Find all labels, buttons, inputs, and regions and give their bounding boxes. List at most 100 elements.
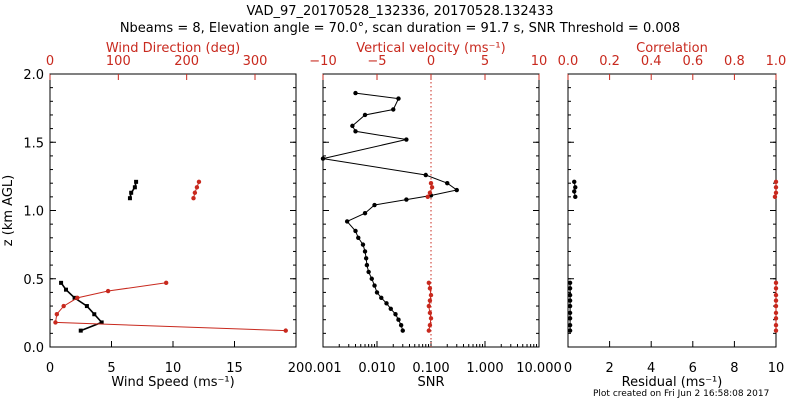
top-tick-label: 1.0: [766, 54, 787, 69]
data-point: [400, 328, 405, 333]
data-point: [393, 312, 398, 317]
data-point: [356, 235, 361, 240]
data-point: [425, 194, 430, 200]
bottom-tick-label: 15: [226, 361, 243, 376]
data-point: [573, 194, 578, 200]
top-tick-label: 5: [481, 54, 489, 69]
data-point: [427, 286, 433, 291]
data-point: [567, 298, 573, 303]
data-point: [59, 280, 64, 285]
y-tick-label: 1.5: [23, 136, 44, 151]
data-point: [364, 262, 370, 268]
data-point: [163, 280, 169, 286]
data-point: [772, 194, 778, 200]
data-point: [369, 276, 374, 281]
top-tick-label: 100: [106, 54, 131, 69]
data-point: [396, 96, 401, 101]
data-point: [320, 156, 326, 161]
bottom-tick-label: 8: [730, 361, 738, 376]
data-point: [773, 185, 779, 190]
plot-frame-3: [567, 73, 777, 348]
data-point: [427, 310, 433, 316]
data-point: [388, 306, 393, 311]
series-line: [54, 282, 286, 332]
data-point: [567, 286, 573, 291]
data-point: [362, 211, 368, 216]
data-point: [423, 172, 428, 178]
data-point: [134, 179, 139, 184]
data-point: [350, 123, 355, 129]
bottom-axis-label: SNR: [417, 375, 444, 390]
bottom-tick-label: 10.000: [516, 361, 562, 376]
data-point: [773, 190, 779, 195]
data-point: [366, 269, 371, 275]
data-point: [374, 290, 380, 295]
bottom-tick-label: 0: [564, 361, 572, 376]
data-point: [191, 196, 196, 201]
bottom-axis-label: Wind Speed (ms⁻¹): [111, 375, 234, 390]
data-point: [454, 187, 459, 193]
series-line: [193, 181, 200, 199]
data-point: [127, 196, 132, 201]
data-point: [372, 283, 377, 288]
data-point: [427, 298, 433, 303]
top-tick-label: 0.2: [599, 54, 620, 69]
bottom-tick-label: 6: [689, 361, 697, 376]
data-point: [384, 301, 389, 306]
top-tick-label: 0.6: [682, 54, 703, 69]
bottom-tick-label: 10: [165, 361, 182, 376]
data-point: [99, 320, 104, 325]
data-point: [362, 249, 368, 254]
data-point: [105, 288, 111, 294]
bottom-tick-label: 0.001: [304, 361, 341, 376]
top-tick-label: −5: [367, 54, 386, 69]
data-point: [567, 322, 573, 328]
data-point: [426, 280, 432, 286]
data-point: [567, 316, 573, 321]
data-point: [379, 295, 384, 301]
data-point: [427, 322, 433, 328]
data-point: [773, 298, 779, 303]
data-point: [84, 304, 89, 309]
bottom-tick-label: 10: [768, 361, 785, 376]
top-tick-label: 200: [174, 54, 199, 69]
data-point: [398, 322, 404, 328]
data-point: [54, 312, 60, 317]
data-point: [573, 185, 578, 190]
data-point: [194, 185, 200, 190]
bottom-tick-label: 1.000: [466, 361, 503, 376]
data-point: [372, 202, 377, 208]
data-point: [773, 310, 779, 316]
data-point: [353, 90, 358, 96]
data-point: [129, 190, 134, 195]
data-point: [773, 322, 779, 328]
data-point: [773, 280, 779, 286]
data-point: [428, 181, 434, 186]
figure-title-line2: Nbeams = 8, Elevation angle = 70.0°, sca…: [120, 21, 680, 36]
data-point: [427, 190, 433, 195]
y-tick-label: 1.0: [23, 205, 44, 220]
data-point: [567, 310, 573, 316]
data-point: [773, 179, 779, 185]
data-point: [567, 328, 573, 333]
data-point: [344, 219, 350, 224]
data-point: [92, 312, 97, 317]
data-point: [426, 328, 432, 333]
data-point: [404, 137, 409, 142]
data-point: [567, 280, 573, 286]
data-point: [426, 303, 432, 309]
top-axis-label: Correlation: [636, 41, 708, 56]
data-point: [360, 242, 366, 247]
figure-footer: Plot created on Fri Jun 2 16:58:08 2017: [593, 389, 769, 399]
data-point: [445, 181, 450, 186]
data-point: [61, 303, 66, 309]
top-tick-label: 300: [243, 54, 268, 69]
data-point: [132, 185, 137, 190]
series-line: [129, 181, 137, 199]
data-point: [353, 129, 358, 134]
top-axis-label: Vertical velocity (ms⁻¹): [356, 41, 505, 56]
data-point: [572, 189, 577, 194]
bottom-tick-label: 5: [107, 361, 115, 376]
